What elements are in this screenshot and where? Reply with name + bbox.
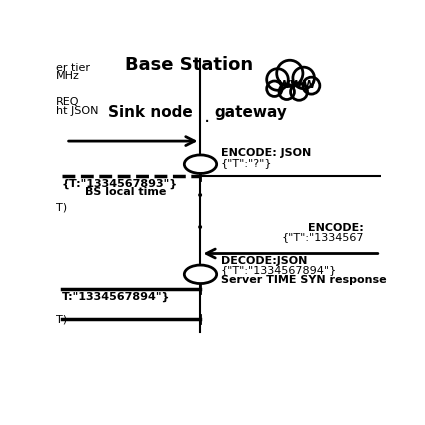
- Ellipse shape: [184, 265, 217, 283]
- Circle shape: [277, 60, 303, 86]
- Text: MHz: MHz: [56, 71, 79, 81]
- Circle shape: [303, 77, 320, 94]
- Text: {T:"1334567893"}: {T:"1334567893"}: [62, 179, 178, 189]
- Text: Sink node: Sink node: [108, 105, 193, 120]
- Text: {"T":"1334567: {"T":"1334567: [281, 232, 364, 242]
- Circle shape: [267, 81, 282, 96]
- Text: {"T":"1334567894"}: {"T":"1334567894"}: [221, 266, 337, 275]
- Ellipse shape: [184, 155, 217, 173]
- Circle shape: [279, 84, 295, 99]
- Text: er tier: er tier: [56, 62, 90, 73]
- Text: T): T): [56, 314, 67, 324]
- Circle shape: [293, 67, 314, 89]
- Text: DECODE:JSON: DECODE:JSON: [221, 256, 307, 266]
- Text: •: •: [196, 221, 204, 235]
- Text: T): T): [56, 203, 67, 212]
- Text: gateway: gateway: [214, 105, 287, 120]
- Text: ENCODE: JSON: ENCODE: JSON: [221, 148, 311, 159]
- Text: .: .: [204, 107, 210, 126]
- Text: BS local time: BS local time: [85, 187, 166, 197]
- Text: Base Station: Base Station: [125, 57, 253, 74]
- Text: •: •: [196, 189, 204, 203]
- Text: Server TIME SYN response: Server TIME SYN response: [221, 275, 386, 285]
- Text: REQ: REQ: [56, 97, 79, 107]
- Text: ENCODE:: ENCODE:: [308, 223, 364, 233]
- Text: ht JSON: ht JSON: [56, 106, 98, 116]
- Text: www: www: [278, 77, 316, 91]
- Circle shape: [267, 69, 288, 90]
- Text: T:"1334567894"}: T:"1334567894"}: [62, 292, 170, 302]
- Text: {"T":"?"}: {"T":"?"}: [221, 158, 272, 167]
- Circle shape: [291, 83, 308, 100]
